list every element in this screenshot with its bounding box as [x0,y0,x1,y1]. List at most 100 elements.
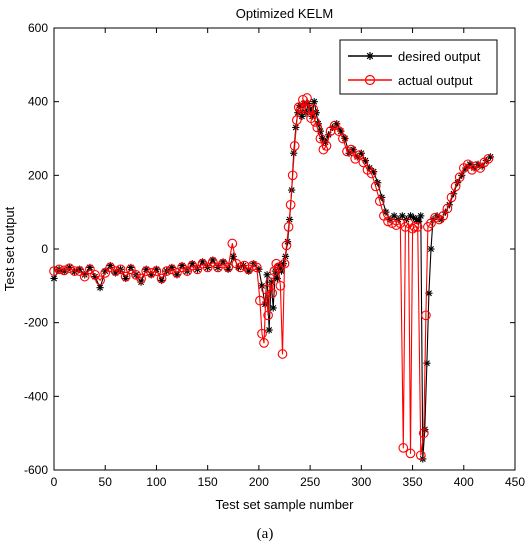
data-point-actual-output [267,288,278,299]
data-point-actual-output [287,170,298,181]
data-point-actual-output [283,222,294,232]
data-point-actual-output [207,257,218,267]
data-point-actual-output [120,271,131,282]
legend: desired output actual output [339,39,498,95]
data-point-actual-output [446,192,457,203]
x-axis-title: Test set sample number [215,497,354,512]
x-tick-label: 50 [99,475,113,489]
data-point-actual-output [358,157,369,168]
data-point-actual-output [398,443,409,453]
axis-layer: 0 50 100 150 200 250 300 350 400 450 -600 -400 -200 0… [24,21,525,489]
data-point-actual-output [69,266,80,276]
data-point-actual-output [227,238,238,249]
data-point-actual-output [151,266,162,276]
chart: 0 50 100 150 200 250 300 350 400 450 -600 -400 -200 0… [2,6,525,512]
data-point-actual-output [333,126,344,136]
data-point-actual-output [100,268,111,278]
data-point-actual-output [450,181,461,192]
data-point-desired-output [423,359,431,367]
data-point-actual-output [213,262,223,273]
data-point-actual-output [405,448,416,459]
legend-marker-asterisk [366,52,374,60]
data-point-actual-output [281,240,292,251]
data-point-desired-output [425,289,433,297]
data-point-desired-output [427,245,435,253]
series-markers-actual-output [49,93,494,461]
data-point-actual-output [259,338,269,348]
data-point-desired-output [409,214,418,222]
data-point-actual-output [321,141,332,151]
data-point-actual-output [161,266,172,276]
data-point-actual-output [346,144,356,155]
data-point-actual-output [310,117,321,127]
x-tick-label: 300 [351,475,371,489]
data-point-actual-output [415,450,426,461]
data-point-actual-output [374,196,385,206]
data-point-actual-output [223,262,234,273]
y-tick-label: 600 [28,21,48,35]
data-point-actual-output [293,102,304,113]
data-point-actual-output [187,260,198,271]
data-point-actual-output [366,168,377,179]
chart-title: Optimized KELM [236,6,334,21]
data-point-actual-output [285,199,296,210]
data-point-desired-output [269,304,277,312]
x-tick-label: 400 [454,475,474,489]
data-point-desired-output [263,271,271,279]
data-point-actual-output [442,203,453,214]
data-point-actual-output [354,150,365,160]
data-point-actual-output [136,273,146,284]
data-point-actual-output [409,222,420,232]
data-point-actual-output [192,264,203,275]
x-tick-label: 0 [51,475,58,489]
data-point-actual-output [291,115,302,125]
data-point-actual-output [304,104,314,114]
data-point-actual-output [64,263,75,274]
x-tick-label: 150 [198,475,218,489]
data-point-actual-output [131,269,141,280]
data-point-actual-output [141,266,152,276]
data-point-desired-output [265,326,273,334]
data-point-actual-output [338,133,348,144]
data-point-actual-output [412,222,423,232]
x-tick-label: 250 [300,475,320,489]
x-tick-label: 450 [505,475,525,489]
y-tick-label: 0 [41,242,48,256]
legend-label-actual: actual output [398,73,473,88]
figure-caption: (a) [256,526,274,542]
data-point-actual-output [370,181,381,192]
data-point-desired-output [137,278,145,286]
data-point-actual-output [85,264,95,275]
y-axis-title: Test set output [2,206,17,291]
y-tick-label: -600 [24,463,48,477]
data-point-actual-output [312,122,323,133]
data-point-desired-output [390,212,398,220]
data-point-actual-output [59,265,70,276]
data-point-actual-output [202,262,213,273]
data-point-actual-output [275,280,286,291]
data-point-actual-output [279,258,290,269]
data-point-desired-output [50,274,58,283]
data-point-actual-output [454,172,465,183]
legend-label-desired: desired output [398,49,481,64]
data-point-actual-output [49,266,59,276]
x-tick-label: 100 [146,475,166,489]
data-point-actual-output [251,262,262,273]
data-point-actual-output [54,264,64,275]
data-point-actual-output [74,266,85,276]
data-point-actual-output [263,310,273,321]
data-point-actual-output [182,266,193,276]
data-point-actual-output [125,264,136,275]
data-point-actual-output [421,310,431,321]
x-tick-label: 350 [403,475,423,489]
data-point-actual-output [110,266,121,276]
data-point-actual-output [146,268,157,278]
data-point-actual-output [265,277,276,287]
data-point-actual-output [257,328,267,339]
data-point-desired-output [310,98,318,106]
data-point-actual-output [90,269,100,280]
data-point-actual-output [115,264,126,275]
series-layer [49,93,495,463]
data-point-actual-output [172,268,182,278]
data-point-actual-output [418,428,429,439]
